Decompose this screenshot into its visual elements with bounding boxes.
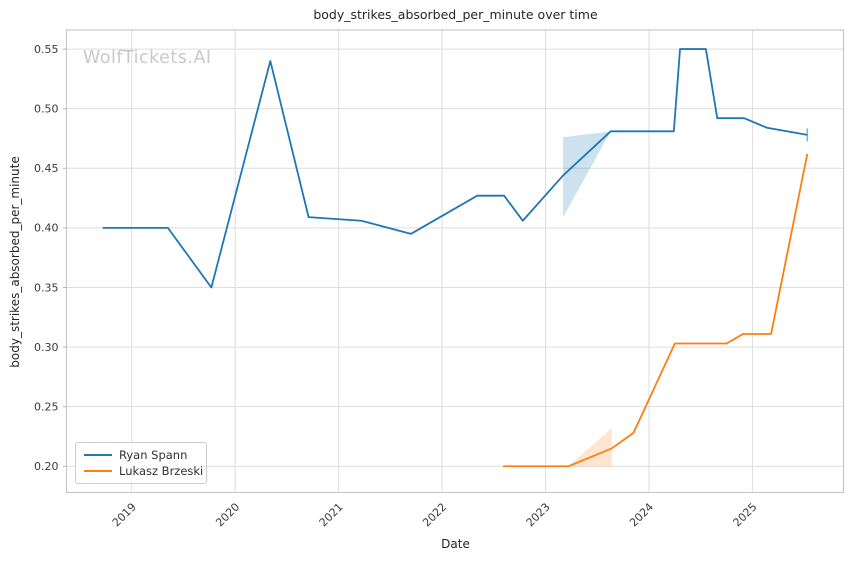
plot-spines [65,29,845,494]
legend-line-swatch-orange [84,470,112,472]
x-tick-label: 2022 [420,500,449,529]
confidence-band-lukasz-brzeski [568,428,612,467]
x-tick-label: 2023 [524,500,553,529]
legend-label: Ryan Spann [119,448,188,462]
legend-line-swatch-blue [84,454,112,456]
x-tick-label: 2019 [110,500,139,529]
x-tick-label: 2020 [213,500,242,529]
y-tick-label: 0.45 [34,162,59,175]
legend-entry-lukasz-brzeski: Lukasz Brzeski [84,463,203,479]
y-tick-label: 0.50 [34,102,59,115]
legend: Ryan Spann Lukasz Brzeski [75,442,207,484]
series-line-lukasz-brzeski [503,153,809,468]
y-axis-label: body_strikes_absorbed_per_minute [8,156,22,368]
y-tick-label: 0.30 [34,341,59,354]
x-tick-label: 2024 [627,500,656,529]
confidence-band-ryan-spann [563,131,611,218]
watermark: WolfTickets.AI [83,48,212,68]
y-tick-label: 0.20 [34,460,59,473]
y-tick-label: 0.35 [34,281,59,294]
x-tick-label: 2025 [731,500,760,529]
y-tick-label: 0.40 [34,222,59,235]
legend-entry-ryan-spann: Ryan Spann [84,447,198,463]
series-line-ryan-spann [102,48,808,289]
legend-label: Lukasz Brzeski [119,464,204,478]
y-tick-label: 0.55 [34,43,59,56]
chart-title: body_strikes_absorbed_per_minute over ti… [313,7,598,22]
x-tick-label: 2021 [317,500,346,529]
x-axis-label: Date [441,537,470,551]
y-tick-label: 0.25 [34,400,59,413]
